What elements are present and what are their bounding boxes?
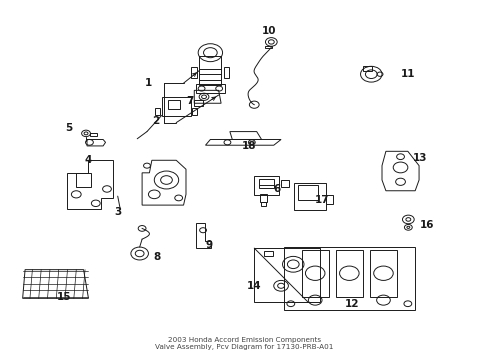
Text: 1: 1 bbox=[144, 78, 152, 88]
Bar bbox=[264, 251, 273, 256]
Bar bbox=[280, 180, 289, 187]
Text: 15: 15 bbox=[57, 292, 71, 302]
Text: 13: 13 bbox=[412, 153, 427, 163]
Bar bbox=[265, 45, 272, 48]
Bar bbox=[259, 179, 273, 188]
Text: 5: 5 bbox=[65, 123, 72, 133]
Bar bbox=[223, 67, 229, 78]
Bar bbox=[199, 56, 221, 85]
Bar bbox=[192, 108, 197, 116]
Bar bbox=[261, 202, 265, 206]
Text: 14: 14 bbox=[246, 281, 261, 291]
Bar bbox=[362, 66, 371, 71]
Text: 6: 6 bbox=[273, 184, 281, 194]
Bar bbox=[76, 173, 91, 187]
Bar bbox=[89, 133, 97, 136]
Bar bbox=[369, 250, 396, 297]
Bar bbox=[259, 194, 267, 202]
Text: 9: 9 bbox=[205, 239, 212, 249]
Text: 11: 11 bbox=[400, 69, 414, 79]
Text: 17: 17 bbox=[315, 195, 329, 205]
Text: 18: 18 bbox=[242, 141, 256, 151]
Bar bbox=[335, 250, 362, 297]
Text: 2: 2 bbox=[152, 116, 159, 126]
Bar bbox=[298, 185, 317, 200]
Bar bbox=[191, 67, 197, 78]
Bar bbox=[161, 96, 190, 116]
Bar bbox=[283, 247, 414, 310]
Text: 10: 10 bbox=[261, 26, 276, 36]
Text: 3: 3 bbox=[114, 207, 121, 217]
Bar bbox=[196, 84, 224, 93]
Text: 12: 12 bbox=[344, 299, 358, 309]
Bar bbox=[167, 100, 180, 109]
Text: 16: 16 bbox=[419, 220, 434, 230]
Text: 2003 Honda Accord Emission Components
Valve Assembly, Pcv Diagram for 17130-PRB-: 2003 Honda Accord Emission Components Va… bbox=[155, 337, 333, 350]
Bar bbox=[155, 108, 160, 116]
Bar bbox=[325, 195, 333, 204]
Bar bbox=[301, 250, 328, 297]
Bar bbox=[294, 183, 325, 210]
Text: 4: 4 bbox=[84, 155, 92, 165]
Text: 7: 7 bbox=[185, 96, 193, 106]
Text: 8: 8 bbox=[153, 252, 160, 262]
Bar bbox=[193, 100, 202, 105]
Bar bbox=[254, 176, 278, 195]
